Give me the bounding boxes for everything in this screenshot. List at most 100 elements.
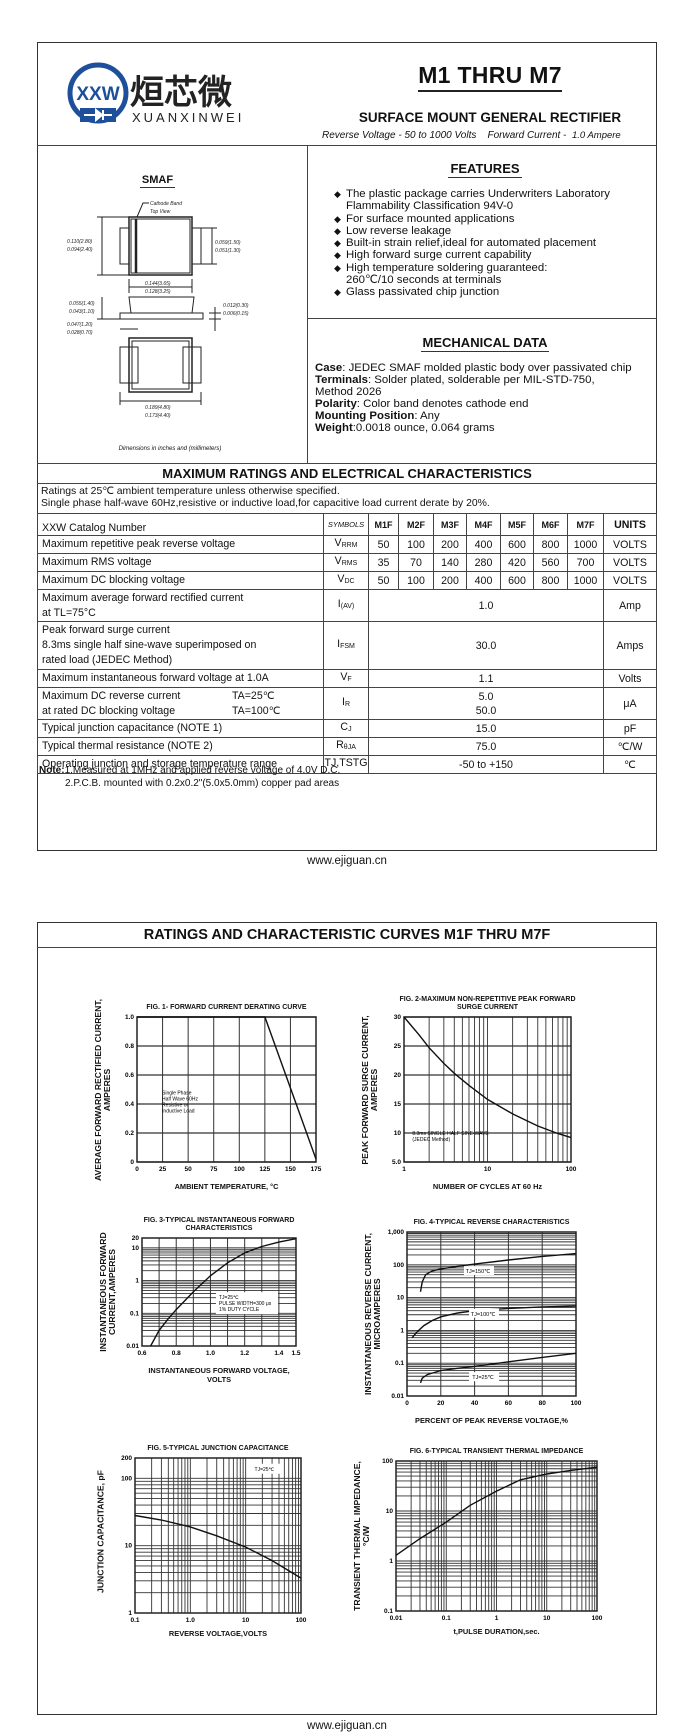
feature-item: ◆ Low reverse leakage: [334, 225, 654, 237]
label-line: AMPERES: [102, 1068, 112, 1111]
y-tick-label: 20: [394, 1072, 402, 1079]
x-tick-label: 20: [437, 1400, 445, 1407]
annotation-line: Resistive or: [162, 1103, 188, 1109]
row-value: 420: [500, 553, 534, 572]
document-title: M1 THRU M7: [418, 62, 562, 92]
page-2-title: RATINGS AND CHARACTERISTIC CURVES M1F TH…: [143, 927, 551, 943]
label-line: REVERSE VOLTAGE,VOLTS: [168, 1629, 268, 1638]
series-label: TJ=150℃: [463, 1266, 494, 1276]
series-name: TJ=25℃: [472, 1375, 494, 1381]
mechanical-entry: Terminals: Solder plated, solderable per…: [315, 374, 655, 386]
y-tick-label: 1.0: [125, 1014, 134, 1021]
dimension-label: 0.047(1.20): [67, 322, 93, 328]
mechanical-text: : Solder plated, solderable per MIL-STD-…: [367, 374, 595, 386]
symbol-subscript: RRM: [341, 542, 358, 549]
ratings-note: Ratings at 25℃ ambient temperature unles…: [41, 486, 340, 497]
label-line: °C/W: [361, 1525, 371, 1547]
x-tick-label: 0.1: [130, 1617, 139, 1624]
row-unit: ℃: [603, 755, 657, 774]
figure-6-title: FIG. 6-TYPICAL TRANSIENT THERMAL IMPEDAN…: [356, 1448, 637, 1456]
row-value: 600: [500, 535, 534, 554]
table-header-row: XXW Catalog Number SYMBOLS M1F M2F M3F M4F M5F…: [37, 513, 657, 536]
figure-6-y-axis-label: TRANSIENT THERMAL IMPEDANCE, °C/W: [352, 1441, 371, 1631]
figure-5-y-axis-label: JUNCTION CAPACITANCE, pF: [96, 1436, 106, 1626]
y-tick-label: 0.1: [130, 1310, 139, 1317]
mechanical-entry: Mounting Position: Any: [315, 410, 655, 422]
dimension-label: 0.110(2.80): [67, 239, 93, 245]
header-model: M1F: [368, 513, 399, 536]
x-tick-label: 125: [259, 1166, 270, 1173]
mechanical-label: Weight: [315, 422, 353, 434]
dimension-label: 0.059(1.50): [215, 240, 241, 246]
row-value: 15.0: [368, 719, 604, 738]
spec-line: Reverse Voltage - 50 to 1000 Volts Forwa…: [322, 130, 656, 141]
table-row: Maximum average forward rectified curren…: [37, 589, 657, 622]
plot-frame: [141, 1237, 297, 1347]
symbol-subscript: θJA: [343, 744, 356, 751]
row-unit: μA: [603, 687, 657, 720]
grid: [406, 1232, 577, 1397]
figure-4-title: FIG. 4-TYPICAL REVERSE CHARACTERISTICS: [367, 1219, 616, 1227]
figure-4-y-axis-label: INSTANTANEOUS REVERSE CURRENT, MICROAMPER…: [363, 1219, 382, 1409]
top-view-label: Top View: [150, 209, 171, 215]
row-value: 560: [533, 553, 568, 572]
dimension-label: 0.144(3.65): [145, 281, 171, 287]
symbol-main: C: [340, 721, 349, 733]
header-model: M6F: [533, 513, 568, 536]
header-symbols: SYMBOLS: [323, 513, 369, 536]
row-symbol: VDC: [323, 571, 369, 590]
header-model: M7F: [567, 513, 604, 536]
symbol-subscript: RMS: [341, 560, 358, 567]
row-unit: VOLTS: [603, 553, 657, 572]
feature-item: ◆ High forward surge current capability: [334, 249, 654, 261]
feature-text: Flammability Classification 94V-0: [346, 200, 514, 213]
x-tick-label: 40: [471, 1400, 479, 1407]
value-line: -50 to +150: [459, 758, 513, 771]
series-1-curve: [149, 1238, 297, 1347]
row-value: 50: [368, 571, 399, 590]
symbol-subscript: FSM: [340, 643, 355, 650]
y-tick-label: 0.01: [126, 1343, 139, 1350]
y-tick-label: 0.8: [125, 1043, 134, 1050]
x-tick-label: 100: [566, 1166, 577, 1173]
feature-text: Low reverse leakage: [346, 224, 452, 237]
x-tick-label: 25: [159, 1166, 167, 1173]
footer-url[interactable]: www.ejiguan.cn: [307, 1720, 387, 1732]
series-1-curve: [137, 1016, 317, 1160]
y-tick-label: 20: [132, 1235, 140, 1242]
row-unit: pF: [603, 719, 657, 738]
package-outline-drawing: Cathode Band Top View 0.110(2.80) 0.094(…: [67, 201, 249, 419]
x-tick-label: 60: [505, 1400, 513, 1407]
y-tick-label: 0.6: [125, 1072, 134, 1079]
ratings-notes: Ratings at 25℃ ambient temperature unles…: [41, 486, 651, 510]
chart-annotation: TJ=25℃: [251, 1463, 284, 1474]
feature-text: Glass passivated chip junction: [346, 286, 500, 299]
table-row: Maximum DC blocking voltage VDC 50 100 200 40…: [37, 571, 657, 590]
condition: TA=100℃: [232, 704, 281, 717]
value-line: 75.0: [475, 740, 497, 753]
figure-3-x-axis-label: INSTANTANEOUS FORWARD VOLTAGE, VOLTS: [102, 1366, 336, 1384]
bullet-icon: ◆: [334, 213, 341, 224]
y-tick-label: 1: [135, 1278, 139, 1285]
feature-item: ◆ The plastic package carries Underwriter…: [334, 188, 654, 213]
grid: [141, 1237, 297, 1347]
y-tick-label: 10: [394, 1130, 402, 1137]
y-tick-label: 30: [394, 1014, 402, 1021]
spec-current-label: Forward Current -: [487, 130, 567, 141]
title-line: FIG. 3-TYPICAL INSTANTANEOUS FORWARD: [143, 1217, 295, 1224]
feature-text: High forward surge current capability: [346, 249, 532, 262]
row-description: Maximum DC reverse current TA=25℃ at rated…: [37, 687, 324, 720]
feature-text: Built-in strain relief,ideal for automat…: [346, 237, 597, 250]
symbol-main: I: [337, 598, 341, 610]
symbol-main: V: [334, 537, 342, 549]
symbol-subscript: F: [347, 676, 352, 683]
y-tick-label: 0.1: [395, 1360, 404, 1367]
feature-text: For surface mounted applications: [346, 212, 515, 225]
feature-item: ◆ Glass passivated chip junction: [334, 286, 654, 298]
x-tick-label: 0.6: [137, 1350, 146, 1357]
table-row: Typical junction capacitance (NOTE 1) CJ 1…: [37, 719, 657, 738]
footer-url[interactable]: www.ejiguan.cn: [307, 855, 387, 867]
row-value: 800: [533, 535, 568, 554]
series-label: TJ=25℃: [469, 1372, 500, 1382]
description-line: rated load (JEDEC Method): [42, 654, 173, 666]
